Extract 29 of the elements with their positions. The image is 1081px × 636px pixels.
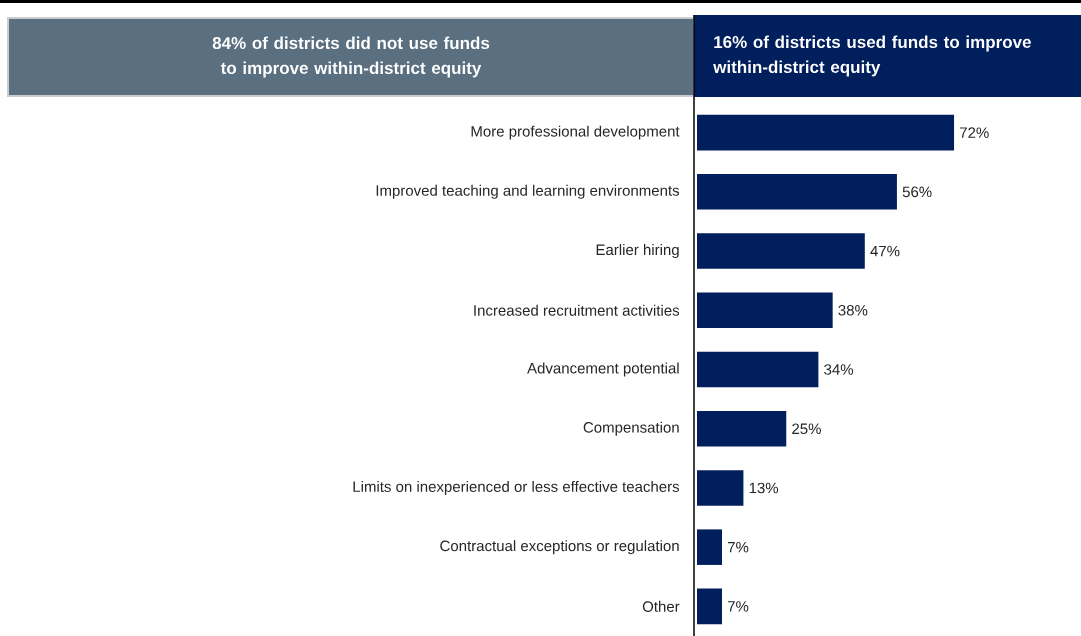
- data-label: 38%: [838, 304, 868, 316]
- y-tick-label: Compensation: [583, 421, 679, 436]
- data-label: 7%: [727, 541, 749, 553]
- text: 84% of districts did not use funds to improve within-district equity: [212, 36, 490, 78]
- y-tick-label: More professional development: [471, 125, 680, 140]
- bar: [697, 292, 833, 329]
- y-tick-label: Improved teaching and learning environments: [376, 184, 680, 199]
- y-tick-label: Limits on inexperienced or less effective teachers: [353, 480, 680, 495]
- y-tick-label: Earlier hiring: [596, 244, 679, 259]
- bar: [697, 114, 955, 151]
- data-label: 7%: [727, 601, 749, 612]
- data-label: 34%: [824, 364, 854, 375]
- bar: [697, 588, 722, 625]
- data-label: 72%: [960, 127, 989, 138]
- y-tick-label: Contractual exceptions or regulation: [440, 540, 679, 555]
- bar: [697, 470, 744, 506]
- bar: [697, 529, 722, 565]
- data-label: 25%: [792, 423, 821, 435]
- bar: [697, 351, 819, 388]
- y-tick-label: Advancement potential: [527, 362, 679, 377]
- data-label: 13%: [749, 482, 779, 494]
- bar: [697, 174, 897, 210]
- y-tick-label: Other: [642, 600, 680, 612]
- bar: [697, 410, 787, 447]
- bar: [697, 233, 865, 269]
- y-tick-label: Increased recruitment activities: [474, 304, 680, 316]
- data-label: 56%: [902, 186, 932, 198]
- chart-subtitle: 16% of districts used funds to improve within-district equity: [713, 35, 1031, 77]
- data-label: 47%: [870, 245, 900, 257]
